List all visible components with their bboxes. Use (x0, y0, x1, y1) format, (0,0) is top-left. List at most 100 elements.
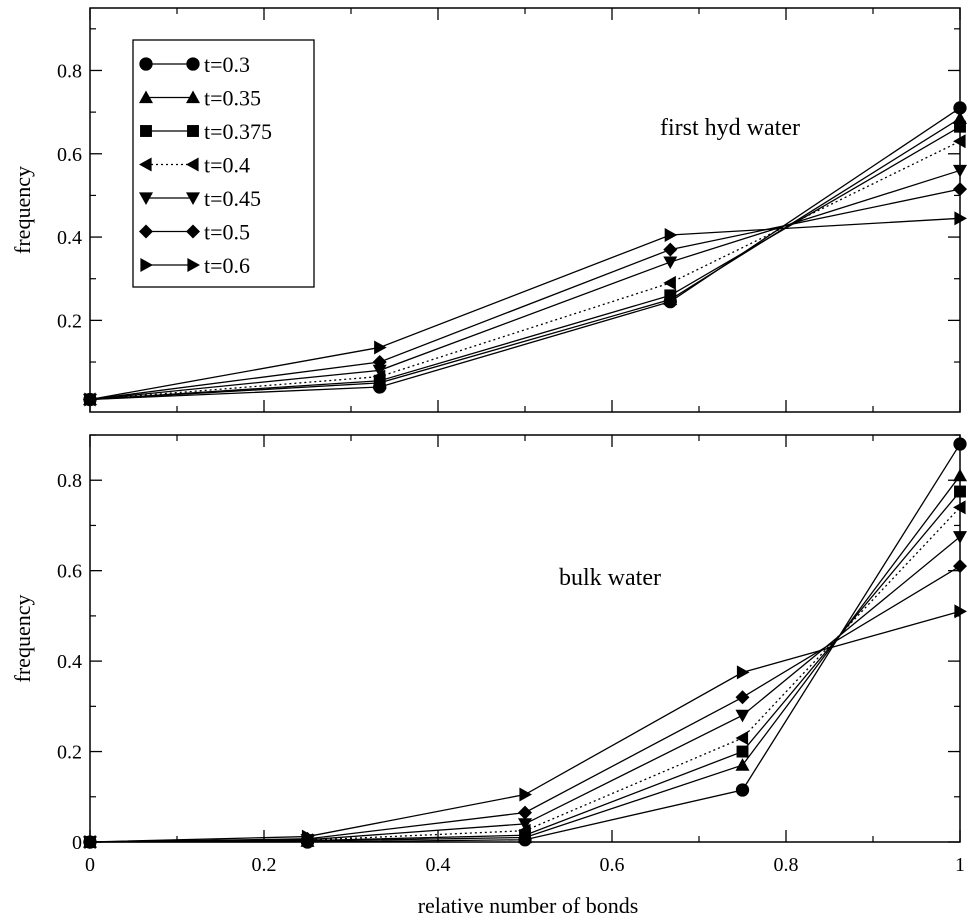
x-tick-label: 1 (955, 854, 965, 876)
data-point (735, 783, 750, 797)
y-tick-label: 0.4 (57, 227, 82, 249)
data-point (953, 101, 967, 115)
panel-annotation: first hyd water (660, 115, 800, 141)
series-line (89, 475, 961, 843)
data-point (663, 242, 678, 257)
data-point (372, 364, 387, 378)
legend-label: t=0.5 (204, 220, 250, 245)
data-point (736, 745, 749, 758)
y-axis-label: frequency (10, 595, 35, 683)
series-line (89, 107, 961, 401)
data-point (735, 690, 750, 705)
bottom-panel: 0 0.2 0.4 0.6 0.8 0 0.2 0.4 0.6 0.8 1 frequency bulk… (10, 434, 967, 876)
legend-marker (139, 57, 153, 71)
plot-frame (89, 434, 961, 843)
series-line (89, 491, 961, 843)
legend-marker (186, 192, 200, 205)
data-point (953, 468, 967, 482)
x-tick-label: 0.6 (600, 854, 625, 876)
y-tick-label: 0.8 (57, 60, 82, 82)
data-point (954, 485, 966, 498)
y-tick-label: 0.2 (57, 742, 82, 764)
data-point (954, 211, 967, 226)
data-point (735, 730, 749, 745)
legend-marker (139, 157, 152, 172)
data-point (735, 758, 750, 771)
data-point (736, 665, 750, 680)
data-point (663, 256, 678, 270)
series-t=0.5 (83, 559, 967, 849)
data-point (518, 805, 532, 820)
legend-marker (139, 90, 153, 104)
data-point (374, 340, 387, 355)
legend-entry: t=0.3 (139, 52, 250, 77)
data-point (953, 164, 967, 178)
series-t=0.5 (83, 182, 967, 407)
data-point (519, 787, 532, 802)
data-point (953, 500, 966, 515)
legend-marker (186, 157, 199, 172)
legend-label: t=0.6 (204, 253, 250, 278)
data-point (735, 709, 750, 723)
legend-entry: t=0.35 (139, 86, 261, 111)
legend-entry: t=0.375 (140, 119, 272, 144)
data-point (372, 369, 386, 384)
data-point (953, 531, 967, 544)
legend-label: t=0.4 (204, 153, 250, 178)
legend-marker (187, 125, 199, 137)
data-point (519, 829, 531, 842)
series-line (89, 565, 961, 843)
series-line (89, 140, 961, 401)
series-line (90, 443, 961, 843)
legend-marker (139, 224, 153, 239)
data-point (953, 559, 967, 574)
legend-box (132, 39, 315, 288)
legend-label: t=0.375 (204, 119, 272, 144)
legend-marker (187, 258, 200, 272)
legend-marker (186, 90, 200, 104)
x-axis-label: relative number of bonds (418, 893, 639, 918)
data-point (954, 604, 967, 619)
x-tick-label: 0.8 (774, 854, 799, 876)
y-tick-label: 0.6 (57, 561, 82, 583)
legend-entry: t=0.4 (139, 153, 250, 178)
legend-entry: t=0.45 (139, 186, 261, 211)
data-point (664, 289, 677, 302)
legend-entry: t=0.6 (140, 253, 250, 278)
y-tick-label: 0.6 (57, 144, 82, 166)
legend-marker (186, 57, 200, 71)
legend-label: t=0.45 (204, 186, 261, 211)
legend-marker (140, 125, 152, 137)
data-point (953, 134, 966, 149)
x-tick-label: 0 (85, 854, 95, 876)
top-panel: 0.2 0.4 0.6 0.8 frequency first hyd water (10, 7, 967, 413)
legend-label: t=0.35 (204, 86, 261, 111)
series-line (89, 188, 961, 401)
y-tick-label: 0.2 (57, 310, 82, 332)
panel-annotation: bulk water (559, 565, 661, 591)
data-point (518, 823, 531, 838)
y-axis-label: frequency (10, 166, 35, 254)
data-point (518, 818, 532, 831)
y-tick-label: 0 (72, 832, 82, 854)
y-tick-label: 0.4 (57, 651, 82, 673)
legend-entry: t=0.5 (139, 220, 250, 245)
data-point (84, 835, 97, 849)
series-t=0.6 (84, 211, 967, 407)
data-point (372, 355, 387, 370)
legend: t=0.3 t=0.35 t=0.375 t=0.4 t=0.45 t=0.5 t=0.6 (132, 39, 315, 288)
series-line (89, 169, 961, 401)
data-point (301, 829, 315, 844)
data-point (953, 182, 967, 197)
legend-marker (140, 258, 153, 272)
series-line (89, 117, 961, 401)
series-t=0.6 (84, 604, 967, 849)
y-tick-label: 0.8 (57, 470, 82, 492)
legend-label: t=0.3 (204, 52, 250, 77)
data-point (663, 275, 676, 290)
data-point (953, 437, 967, 451)
series-line (89, 126, 961, 401)
legend-marker (186, 224, 200, 239)
data-point (84, 392, 97, 407)
